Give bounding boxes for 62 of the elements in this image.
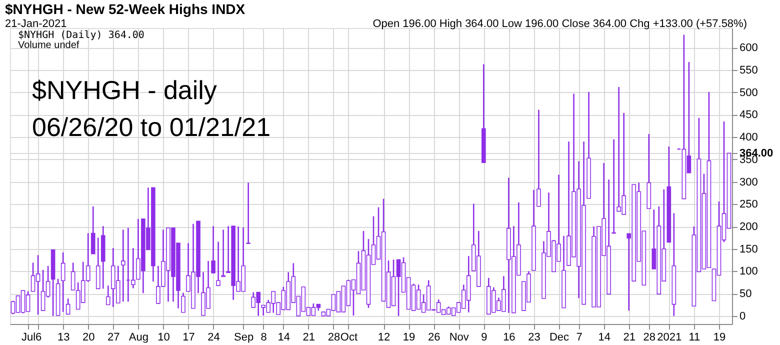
- candlestick: [96, 237, 100, 290]
- x-tick-label: Nov: [449, 332, 470, 344]
- annotation: Open 196.00 High 364.00 Low 196.00 Close 364.00 Chg +133.00 (+57.58%): [372, 18, 747, 30]
- y-tick-label: 100: [740, 266, 758, 278]
- x-tick-label: 7: [576, 332, 582, 344]
- x-tick-label: 23: [528, 332, 540, 344]
- candlestick: [536, 109, 541, 208]
- x-tick-label: 14: [598, 332, 610, 344]
- y-tick-label: 250: [740, 198, 758, 211]
- y-tick-label: 400: [740, 132, 758, 144]
- x-tick-label: Dec: [549, 332, 570, 344]
- y-tick-label: 550: [740, 64, 758, 77]
- y-tick-label: 150: [740, 243, 758, 256]
- candlestick: [90, 206, 96, 254]
- x-tick-label: 16: [503, 332, 516, 344]
- y-tick-label: 600: [740, 42, 758, 54]
- x-tick-label: 11: [688, 332, 700, 344]
- x-tick-label: 2021: [657, 332, 682, 344]
- annotation: 06/26/20 to 01/21/21: [32, 112, 271, 142]
- x-tick-label: 6: [35, 332, 42, 344]
- x-tick-label: Sep: [234, 332, 254, 344]
- x-tick-label: 19: [713, 332, 726, 344]
- x-tick-label: 9: [481, 332, 488, 344]
- x-tick-label: 20: [82, 332, 95, 344]
- x-tick-label: 14: [278, 332, 290, 344]
- candlestick: [60, 252, 66, 313]
- chart-title: $NYHGH - New 52-Week Highs INDX: [5, 1, 246, 17]
- y-tick-label: 300: [740, 176, 758, 188]
- candlestick: [612, 138, 616, 234]
- annotation: Volume undef: [18, 40, 80, 51]
- x-tick-label: 10: [158, 332, 170, 344]
- candlestick: [221, 229, 226, 278]
- y-tick-label: 50: [740, 288, 752, 300]
- y-tick-label: 200: [740, 221, 758, 234]
- annotation: $NYHGH (Daily) 364.00: [18, 30, 144, 41]
- x-tick-label: Aug: [128, 332, 148, 344]
- candlestick: [106, 284, 110, 306]
- candlestick: [66, 298, 70, 315]
- candlestick: [121, 229, 126, 302]
- x-tick-label: Oct: [340, 332, 358, 344]
- x-tick-label: 19: [402, 332, 416, 344]
- x-tick-label: 28: [328, 332, 340, 344]
- x-tick-label: 13: [57, 332, 70, 344]
- x-tick-label: 8: [260, 332, 267, 344]
- x-tick-label: 21: [302, 332, 316, 344]
- candlestick: [181, 292, 186, 314]
- x-tick-label: Jul: [21, 332, 36, 344]
- x-tick-label: 21: [623, 332, 636, 344]
- annotation: $NYHGH - daily: [32, 75, 217, 105]
- y-tick-label: 0: [740, 310, 746, 322]
- candlestick: [211, 225, 216, 274]
- x-tick-label: 27: [108, 332, 120, 344]
- x-tick-label: 28: [643, 332, 656, 344]
- candlestick: [246, 182, 250, 244]
- y-tick-label: 450: [740, 109, 758, 122]
- x-tick-label: 24: [208, 332, 220, 344]
- y-tick-label: 500: [740, 86, 758, 99]
- candlestick: [216, 241, 220, 286]
- x-tick-label: 17: [182, 332, 195, 344]
- chart-subtitle: 21-Jan-2021: [5, 18, 67, 30]
- x-tick-label: 12: [378, 332, 390, 344]
- x-tick-label: 26: [428, 332, 440, 344]
